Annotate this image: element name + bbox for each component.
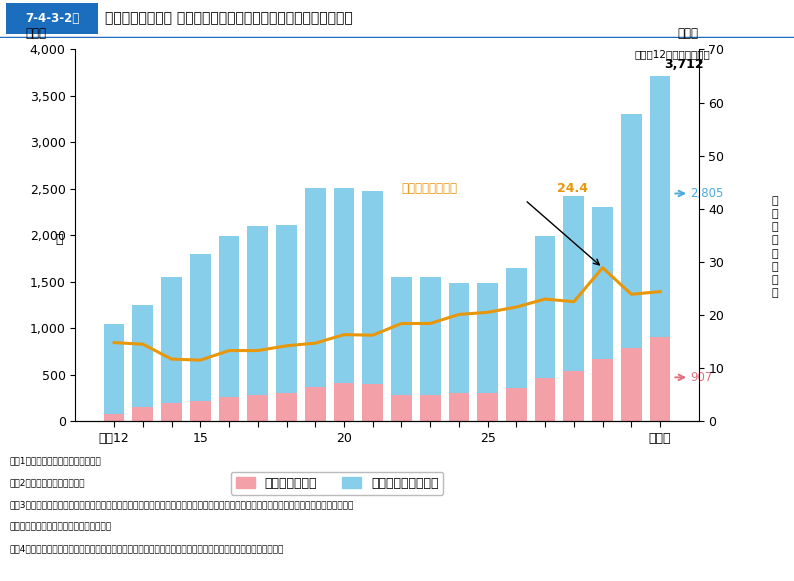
Bar: [133, 305, 153, 407]
Text: （％）: （％）: [678, 27, 699, 40]
Text: （人）: （人）: [25, 27, 47, 40]
Bar: [592, 360, 613, 421]
Bar: [564, 196, 584, 371]
Text: 人: 人: [56, 234, 64, 246]
Bar: [362, 191, 383, 384]
Bar: [276, 225, 297, 393]
Text: 大麻取締法違反 成人検挙人員中の同一罪名再犯者人員等の推移: 大麻取締法違反 成人検挙人員中の同一罪名再犯者人員等の推移: [105, 11, 353, 25]
Bar: [333, 383, 354, 421]
Bar: [420, 394, 441, 421]
Bar: [276, 393, 297, 421]
Bar: [248, 395, 268, 421]
Text: 4　「同一罪名再犯者率」は，大麻取締法違反の成人検挙人員に占める同一罪名再犯者の人員の比率をいう。: 4 「同一罪名再犯者率」は，大麻取締法違反の成人検挙人員に占める同一罪名再犯者の…: [10, 544, 284, 553]
Legend: 同一罪名再犯者, 同一罪名検挙歴なし: 同一罪名再犯者, 同一罪名検挙歴なし: [231, 472, 444, 495]
Bar: [161, 403, 182, 421]
Bar: [362, 384, 383, 421]
Bar: [190, 254, 210, 401]
Bar: [592, 207, 613, 360]
Bar: [621, 114, 642, 348]
Bar: [305, 188, 326, 387]
Text: 注、1　警察庁刑事局の資料による。: 注、1 警察庁刑事局の資料による。: [10, 456, 102, 465]
Bar: [535, 236, 556, 378]
Text: （平成12年～令和元年）: （平成12年～令和元年）: [635, 49, 711, 59]
Bar: [449, 283, 469, 393]
Text: 3,712: 3,712: [665, 58, 704, 71]
Text: 3　「同一罪名再犯者」は，前に大麻取締法違反（大麻に係る麻薬特例法違反を含む。以下同じ。）で検挙されたことがあり，再び大麻取: 3 「同一罪名再犯者」は，前に大麻取締法違反（大麻に係る麻薬特例法違反を含む。以…: [10, 500, 354, 509]
Bar: [190, 401, 210, 421]
Bar: [506, 388, 526, 421]
Bar: [621, 348, 642, 421]
Bar: [649, 337, 670, 421]
Text: 締法違反で検挙された者をいう。: 締法違反で検挙された者をいう。: [10, 522, 112, 531]
Bar: [420, 277, 441, 394]
Bar: [218, 397, 239, 421]
Bar: [248, 226, 268, 395]
FancyBboxPatch shape: [6, 3, 98, 34]
Bar: [535, 378, 556, 421]
Bar: [449, 393, 469, 421]
Text: 7-4-3-2図: 7-4-3-2図: [25, 12, 79, 24]
Bar: [333, 188, 354, 383]
Bar: [506, 268, 526, 388]
Bar: [305, 387, 326, 421]
Bar: [649, 76, 670, 337]
Text: 2,805: 2,805: [691, 187, 724, 200]
Bar: [104, 414, 125, 421]
Text: 24.4: 24.4: [557, 182, 588, 195]
Bar: [133, 407, 153, 421]
Bar: [218, 236, 239, 397]
Bar: [161, 277, 182, 403]
Text: 2　検挙時の年齢による。: 2 検挙時の年齢による。: [10, 478, 85, 487]
Bar: [391, 277, 412, 394]
Bar: [477, 283, 498, 393]
Text: 同一罪名再犯者率: 同一罪名再犯者率: [402, 182, 457, 195]
Bar: [564, 371, 584, 421]
Bar: [477, 393, 498, 421]
Text: 907: 907: [691, 371, 713, 384]
Bar: [391, 394, 412, 421]
Text: 同
一
罪
名
再
犯
者
率: 同 一 罪 名 再 犯 者 率: [772, 196, 778, 298]
Bar: [104, 324, 125, 414]
